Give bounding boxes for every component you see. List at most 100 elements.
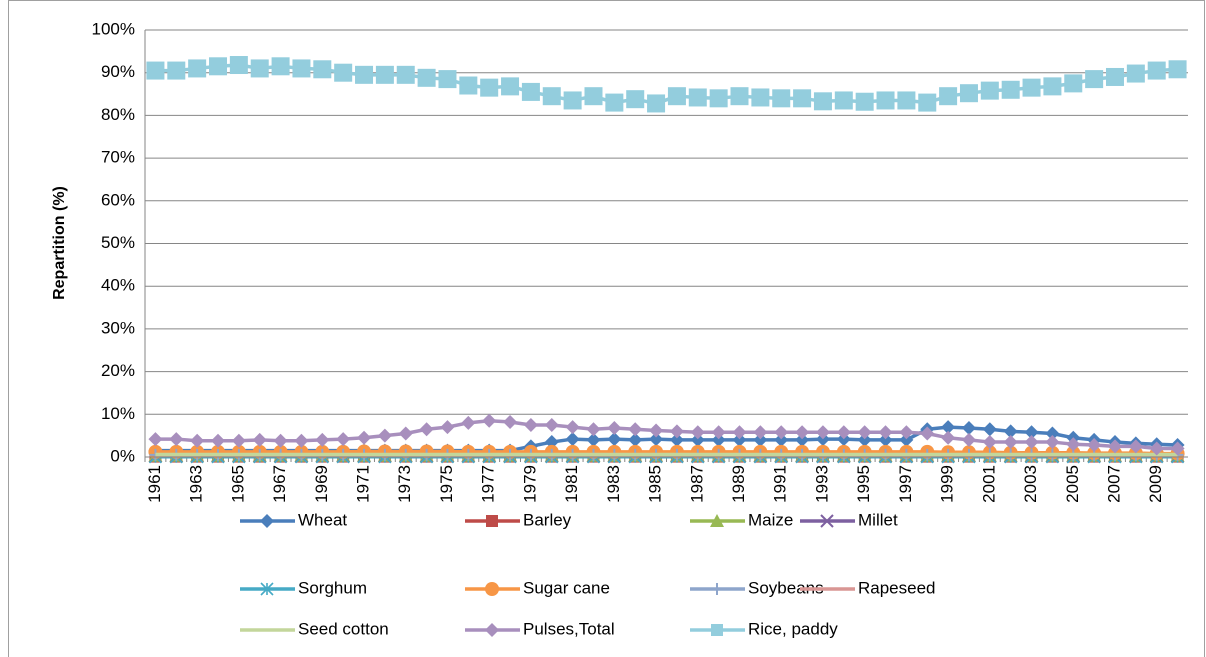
marker <box>857 425 872 440</box>
marker <box>377 428 392 443</box>
x-tick-label: 1969 <box>312 465 331 503</box>
marker <box>774 425 789 440</box>
marker <box>649 423 664 438</box>
marker <box>711 425 726 440</box>
x-tick-label: 1993 <box>812 465 831 503</box>
marker <box>878 425 893 440</box>
x-tick-label: 1961 <box>145 465 164 503</box>
marker <box>273 433 288 448</box>
x-tick-label: 1983 <box>604 465 623 503</box>
marker <box>1168 60 1187 79</box>
marker <box>855 92 874 111</box>
marker <box>1087 438 1102 453</box>
legend-item: Wheat <box>240 510 347 529</box>
marker <box>563 91 582 110</box>
marker <box>231 433 246 448</box>
marker <box>669 424 684 439</box>
marker <box>523 417 538 432</box>
marker <box>795 432 810 447</box>
marker <box>732 432 747 447</box>
x-tick-label: 2007 <box>1104 465 1123 503</box>
marker <box>357 430 372 445</box>
legend-item: Sorghum <box>240 578 367 597</box>
series <box>146 56 1187 113</box>
x-tick-label: 1995 <box>854 465 873 503</box>
x-tick-label: 1989 <box>729 465 748 503</box>
marker <box>690 425 705 440</box>
marker <box>980 81 999 100</box>
legend-item: Seed cotton <box>240 619 389 638</box>
legend-item: Maize <box>690 510 793 529</box>
marker <box>398 426 413 441</box>
marker <box>774 432 789 447</box>
marker <box>607 432 622 447</box>
marker <box>793 89 812 108</box>
marker <box>709 89 728 108</box>
marker <box>1066 437 1081 452</box>
legend-label: Wheat <box>298 510 347 529</box>
marker <box>834 91 853 110</box>
legend-item: Rapeseed <box>800 578 936 597</box>
marker <box>918 93 937 112</box>
y-tick-label: 40% <box>101 276 135 295</box>
marker <box>982 435 997 450</box>
marker <box>711 583 723 595</box>
y-tick-label: 70% <box>101 148 135 167</box>
legend-item: Pulses,Total <box>465 619 615 638</box>
x-tick-label: 2009 <box>1146 465 1165 503</box>
marker <box>417 68 436 87</box>
marker <box>294 433 309 448</box>
marker <box>876 91 895 110</box>
legend-label: Soybeans <box>748 578 824 597</box>
marker <box>688 88 707 107</box>
marker <box>315 432 330 447</box>
marker <box>565 432 580 447</box>
marker <box>982 422 997 437</box>
legend-label: Millet <box>858 510 898 529</box>
marker <box>711 432 726 447</box>
marker <box>607 420 622 435</box>
marker <box>690 432 705 447</box>
legend-item: Soybeans <box>690 578 824 597</box>
marker <box>271 57 290 76</box>
marker <box>732 425 747 440</box>
marker <box>920 426 935 441</box>
marker <box>1043 77 1062 96</box>
marker <box>459 76 478 95</box>
marker <box>544 435 559 450</box>
marker <box>1064 74 1083 93</box>
marker <box>313 60 332 79</box>
marker <box>1045 426 1060 441</box>
x-tick-label: 1985 <box>646 465 665 503</box>
marker <box>669 432 684 447</box>
marker <box>941 430 956 445</box>
marker <box>438 70 457 89</box>
marker <box>815 425 830 440</box>
y-tick-label: 20% <box>101 361 135 380</box>
marker <box>521 82 540 101</box>
y-tick-label: 80% <box>101 105 135 124</box>
legend-label: Barley <box>523 510 572 529</box>
marker <box>148 432 163 447</box>
x-tick-label: 1975 <box>437 465 456 503</box>
marker <box>649 432 664 447</box>
marker <box>211 433 226 448</box>
y-axis-title: Repartition (%) <box>51 186 68 300</box>
marker <box>897 91 916 110</box>
x-tick-label: 1967 <box>270 465 289 503</box>
marker <box>1107 439 1122 454</box>
marker <box>250 59 269 78</box>
y-tick-label: 30% <box>101 318 135 337</box>
marker <box>355 65 374 84</box>
marker <box>544 417 559 432</box>
marker <box>1170 441 1185 456</box>
marker <box>1085 70 1104 89</box>
marker <box>396 65 415 84</box>
marker <box>485 623 499 637</box>
marker <box>1126 64 1145 83</box>
marker <box>647 94 666 113</box>
y-tick-label: 60% <box>101 190 135 209</box>
marker <box>1128 439 1143 454</box>
x-tick-label: 2005 <box>1063 465 1082 503</box>
y-tick-label: 0% <box>110 446 135 465</box>
